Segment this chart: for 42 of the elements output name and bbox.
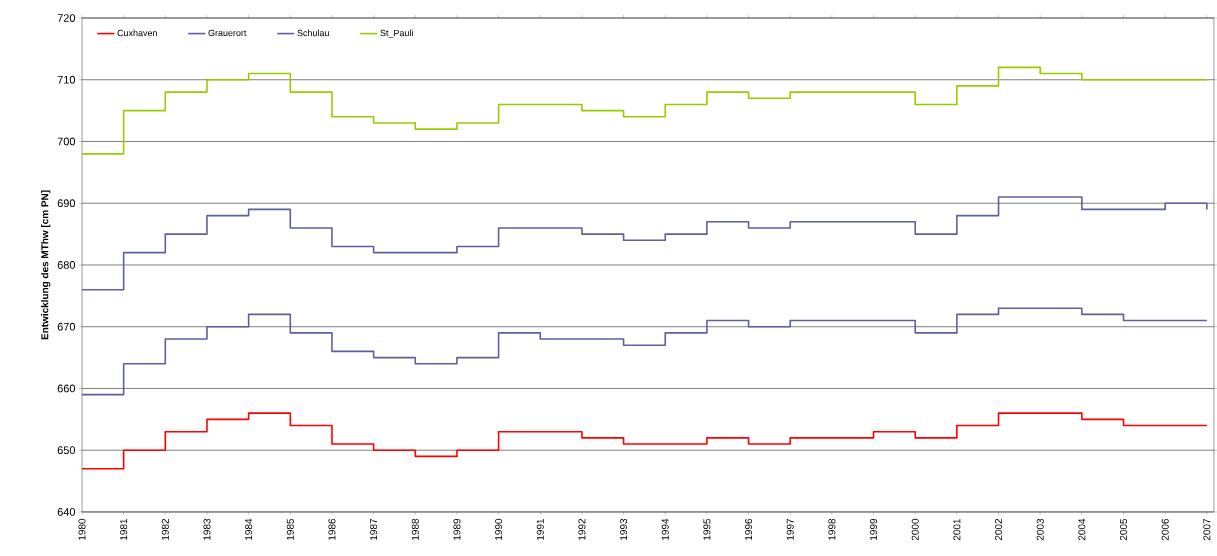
x-tick-label: 1988 [411,518,419,540]
x-tick-label: 1990 [495,518,503,540]
x-tick-label: 1986 [328,518,336,540]
y-tick-label: 640 [57,508,76,516]
y-tick-label: 710 [57,75,76,84]
y-tick-label: 680 [57,261,76,269]
x-tick-label: 2007 [1203,518,1211,541]
x-tick-label: 1984 [245,518,253,540]
x-tick-label: 1996 [745,518,753,540]
legend-label: Grauerort [208,29,247,37]
y-tick-label: 670 [57,322,76,331]
y-axis-title: Entwicklung des MThw [cm PN] [41,190,51,340]
y-tick-label: 700 [57,137,76,146]
x-tick-label: 1987 [370,518,378,540]
x-tick-label: 1983 [203,518,211,540]
x-tick-label: 1994 [661,518,669,540]
x-tick-label: 1999 [870,518,878,540]
legend-label: Cuxhaven [117,29,157,37]
x-tick-label: 1985 [286,518,294,540]
x-tick-label: 1991 [536,518,544,540]
x-tick-label: 2005 [1119,518,1128,541]
x-tick-label: 1998 [828,518,836,540]
x-tick-label: 1981 [120,518,128,540]
y-tick-label: 650 [57,446,76,455]
x-tick-label: 1995 [703,518,711,540]
x-tick-label: 2000 [911,518,919,541]
x-tick-label: 1980 [78,518,86,540]
x-tick-label: 2006 [1161,518,1169,541]
x-tick-label: 1989 [453,518,461,540]
legend-label: Schulau [297,29,329,37]
legend-label: St_Pauli [380,29,413,38]
x-tick-label: 1992 [578,518,586,540]
y-tick-label: 660 [57,384,76,393]
x-tick-label: 1982 [161,518,169,540]
y-tick-label: 720 [57,14,76,22]
x-tick-label: 1993 [620,518,628,540]
y-tick-label: 690 [57,199,76,208]
x-tick-label: 2002 [995,518,1003,541]
x-tick-label: 2004 [1078,518,1086,541]
x-tick-label: 1997 [786,518,794,540]
x-tick-label: 2001 [953,518,961,541]
x-tick-label: 2003 [1036,518,1044,541]
